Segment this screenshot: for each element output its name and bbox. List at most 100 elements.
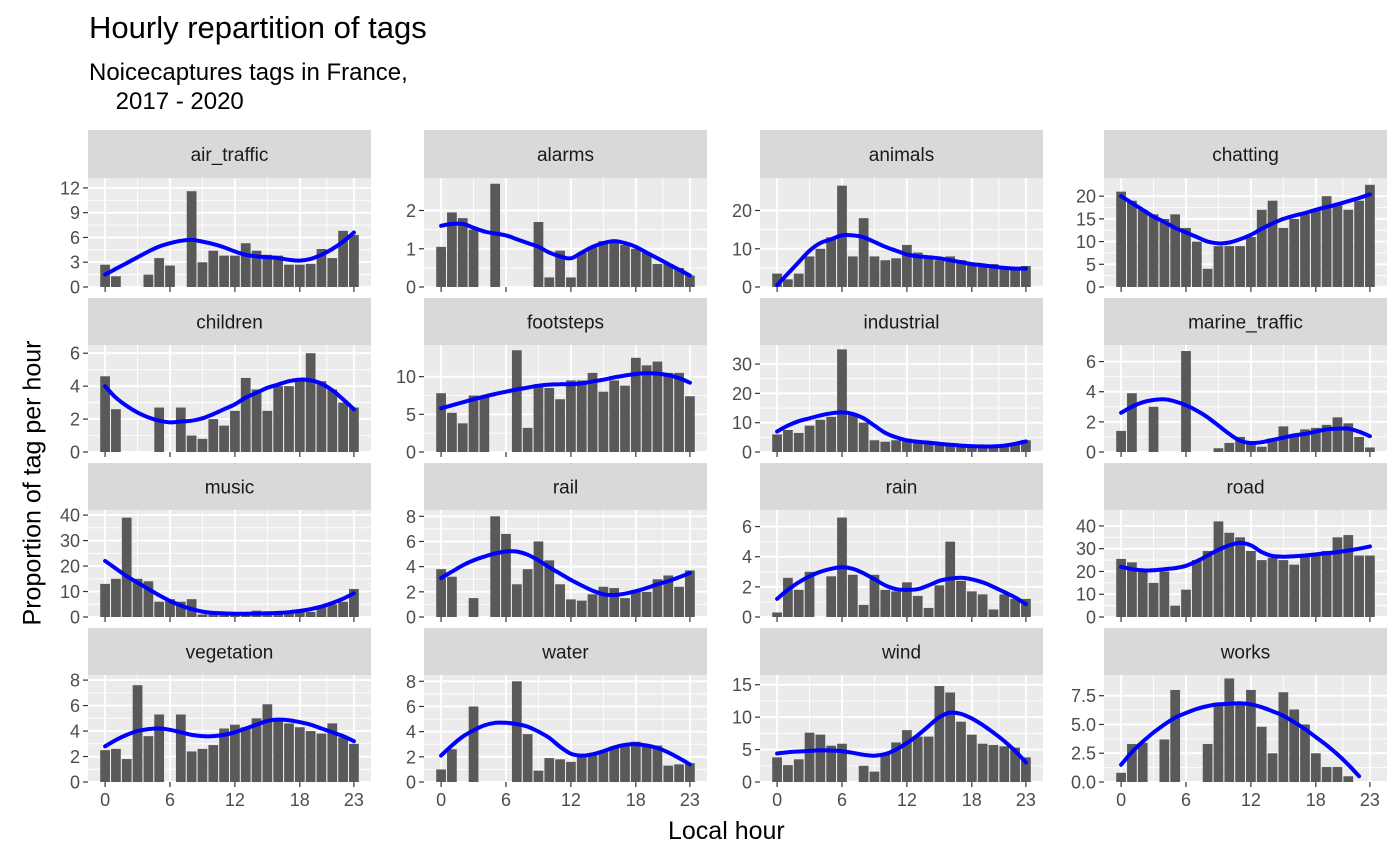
bar-hour-1 <box>783 765 793 782</box>
bar-hour-17 <box>956 444 966 452</box>
y-tick-label: 4 <box>70 722 80 742</box>
y-tick-label: 0 <box>742 608 752 628</box>
bar-hour-22 <box>674 372 684 452</box>
facet-strip <box>760 130 1043 178</box>
bar-hour-11 <box>1235 246 1245 287</box>
bar-hour-10 <box>880 260 891 287</box>
y-tick-label: 2 <box>70 410 80 430</box>
smooth-trend-line <box>439 720 692 767</box>
bar-hour-15 <box>598 391 609 452</box>
facet-label: water <box>541 643 589 664</box>
bar-hour-19 <box>1321 196 1332 287</box>
bar-hour-14 <box>251 718 262 782</box>
bar-hour-14 <box>251 250 262 287</box>
bar-hour-1 <box>111 578 121 617</box>
bar-hour-12 <box>1246 689 1256 782</box>
bar-hour-14 <box>1267 557 1278 617</box>
y-tick-label: 0 <box>406 443 416 463</box>
smooth-trend-line <box>1119 701 1362 779</box>
bar-hour-17 <box>1300 555 1310 617</box>
bar-hour-1 <box>447 749 457 782</box>
bar-hour-5 <box>1170 214 1181 287</box>
y-tick-label: 6 <box>406 697 416 717</box>
y-tick-label: 30 <box>1076 539 1096 559</box>
bar-hour-23 <box>1365 184 1375 287</box>
y-tick-label: 20 <box>1076 187 1096 207</box>
bar-hour-18 <box>630 741 641 782</box>
bar-hour-18 <box>966 446 977 452</box>
bar-hour-4 <box>479 395 490 452</box>
smooth-trend-line <box>1119 397 1372 446</box>
bar-hour-5 <box>154 258 165 287</box>
bar-hour-4 <box>815 734 826 782</box>
facet-strip <box>1104 298 1387 345</box>
bar-hour-20 <box>1332 767 1343 782</box>
bar-hour-16 <box>273 720 284 782</box>
bar-hour-2 <box>793 759 804 782</box>
smooth-trend-line <box>775 710 1028 765</box>
facet-alarms: alarms 0 1 2 <box>406 130 707 298</box>
bar-hour-16 <box>1289 218 1300 287</box>
y-tick-label: 5 <box>1086 255 1096 275</box>
y-tick-label: 10 <box>60 582 80 602</box>
bar-hour-1 <box>1127 562 1137 617</box>
bar-hour-21 <box>663 765 674 782</box>
bar-hour-21 <box>327 389 338 452</box>
plot-panel <box>1104 675 1387 782</box>
y-tick-label: 6 <box>70 228 80 248</box>
bar-hour-2 <box>457 218 468 287</box>
y-tick-label: 0 <box>70 278 80 298</box>
bar-hour-0 <box>772 757 782 782</box>
smooth-trend-line <box>103 377 356 425</box>
bar-hour-5 <box>154 407 165 452</box>
bar-hour-23 <box>685 763 695 782</box>
y-tick-label: 0 <box>406 773 416 793</box>
bar-hour-11 <box>555 399 565 452</box>
bar-hour-2 <box>793 273 804 287</box>
bar-hour-0 <box>1116 430 1126 452</box>
bar-hour-0 <box>436 769 446 782</box>
bar-hour-9 <box>1213 448 1224 452</box>
bar-hour-19 <box>305 731 316 782</box>
facet-strip <box>1104 628 1387 675</box>
bar-hour-19 <box>305 611 316 617</box>
bar-hour-5 <box>490 516 501 617</box>
bar-hour-12 <box>1246 550 1256 617</box>
bar-hour-20 <box>652 745 663 782</box>
facet-label: air_traffic <box>191 145 269 166</box>
y-tick-label: 0 <box>1086 443 1096 463</box>
y-tick-label: 8 <box>70 671 80 691</box>
bar-hour-0 <box>100 583 110 617</box>
y-tick-label: 6 <box>70 696 80 716</box>
x-tick-label: 12 <box>1241 790 1261 810</box>
bar-hour-4 <box>815 419 826 452</box>
y-tick-label: 9 <box>70 203 80 223</box>
facet-strip <box>424 298 707 345</box>
bar-hour-12 <box>566 277 576 287</box>
chart-subtitle: Noicecaptures tags in France, 2017 - 202… <box>89 59 408 115</box>
bar-hour-11 <box>891 440 901 452</box>
bar-hour-13 <box>912 252 923 287</box>
bar-hour-4 <box>143 736 154 782</box>
y-tick-label: 0 <box>406 608 416 628</box>
bar-hour-19 <box>977 446 988 452</box>
bar-hour-3 <box>132 685 143 782</box>
bar-hour-9 <box>1213 702 1224 782</box>
y-tick-label: 10 <box>732 239 752 259</box>
y-tick-label: 0 <box>70 608 80 628</box>
facet-rail: rail 0 2 4 6 8 <box>406 463 707 628</box>
facet-footsteps: footsteps 0 5 10 <box>396 298 707 463</box>
bar-hour-23 <box>1021 265 1031 287</box>
facet-rain: rain 0 2 4 6 <box>742 463 1043 628</box>
bar-hour-0 <box>772 273 782 287</box>
bar-hour-22 <box>1354 200 1364 287</box>
bar-hour-22 <box>674 267 684 287</box>
bar-hour-0 <box>1116 558 1126 617</box>
facet-strip <box>760 628 1043 675</box>
bar-hour-11 <box>219 728 229 782</box>
bar-hour-19 <box>641 591 652 617</box>
y-tick-label: 2 <box>406 201 416 221</box>
bar-hour-3 <box>468 706 479 782</box>
facet-water: water 0 2 4 6 8 0 6 12 18 23 <box>406 628 707 810</box>
